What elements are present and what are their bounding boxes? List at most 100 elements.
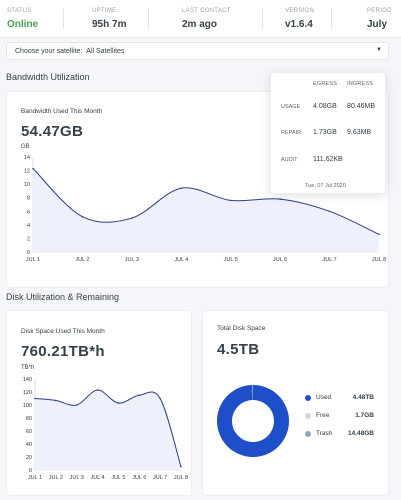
legend-dot-trash	[305, 431, 311, 437]
bandwidth-data-point	[328, 210, 331, 213]
status-stat: STATUS Online	[7, 8, 38, 30]
donut-slice-trash	[252, 385, 253, 401]
bandwidth-data-point	[131, 217, 133, 219]
bandwidth-ytick-label: 6	[27, 209, 30, 215]
bandwidth-data-point	[81, 215, 84, 218]
total-disk-card: Total Disk Space 4.5TB Used 4.48TB Free …	[202, 310, 389, 496]
disk-xtick-label: JUL 6	[132, 475, 146, 481]
uptime-value: 95h 7m	[92, 19, 127, 30]
disk-ytick-label: 0	[29, 468, 32, 474]
satellite-value[interactable]: All Satellites	[86, 48, 125, 55]
disk-data-point	[159, 397, 161, 400]
bandwidth-ytick-label: 2	[27, 236, 30, 242]
divider	[331, 9, 332, 29]
tooltip-header-egress: EGRESS	[313, 81, 338, 87]
uptime-stat: UPTIME 95h 7m	[92, 8, 126, 30]
tooltip-usage-ingress: 80.46MB	[347, 103, 376, 110]
bandwidth-ytick-label: 8	[27, 196, 30, 202]
disk-xtick-label: JUL 3	[70, 475, 84, 481]
period-stat[interactable]: PERIOD July	[367, 8, 392, 30]
legend-value-free: 1.7GB	[355, 412, 374, 419]
bandwidth-xtick-label: JUL 1	[26, 257, 40, 263]
satellite-dropdown[interactable]: Choose your satellite: All Satellites ▼	[6, 42, 389, 60]
tooltip-header-ingress: INGRESS	[347, 81, 374, 87]
tooltip-repair-ingress: 9.63MB	[347, 129, 372, 136]
status-value: Online	[7, 19, 39, 30]
bandwidth-xtick-label: JUL 5	[224, 257, 238, 263]
legend-dot-used	[305, 395, 311, 401]
period-label: PERIOD	[367, 8, 392, 14]
disk-section-title: Disk Utilization & Remaining	[6, 292, 120, 302]
bandwidth-unit: GB	[21, 144, 30, 150]
tooltip-row-label: USAGE	[281, 104, 301, 110]
legend-dot-free	[305, 413, 311, 419]
tooltip-audit-egress: 111.62KB	[313, 156, 343, 163]
donut-slice-used	[216, 385, 289, 457]
bandwidth-tooltip: EGRESS INGRESS USAGE 4.08GB 80.46MB REPA…	[270, 72, 386, 194]
disk-chart: 0 20 40 60 80 100 120 140 JUL 1 JUL 2 JUL 3 JUL 4 JU…	[23, 377, 188, 481]
last-contact-label: LAST CONTACT	[182, 8, 231, 14]
bandwidth-total: 54.47GB	[21, 123, 84, 140]
tooltip-row-label: REPAIR	[281, 130, 302, 136]
disk-xtick-label: JUL 1	[28, 475, 42, 481]
disk-ytick-label: 120	[23, 390, 32, 396]
disk-unit: TB*h	[21, 365, 35, 371]
tooltip-repair-egress: 1.73GB	[313, 129, 337, 136]
divider	[148, 9, 149, 29]
bandwidth-ytick-label: 4	[27, 223, 30, 229]
bandwidth-section-title: Bandwidth Utilization	[6, 72, 90, 82]
bandwidth-data-point	[378, 233, 380, 236]
disk-data-point	[34, 397, 36, 400]
version-stat: VERSION v1.6.4	[285, 8, 314, 30]
bandwidth-ytick-label: 0	[27, 250, 30, 256]
disk-card-title: Disk Space Used This Month	[21, 328, 105, 335]
last-contact-stat: LAST CONTACT 2m ago	[182, 8, 231, 30]
divider	[63, 9, 64, 29]
disk-data-point	[75, 404, 78, 406]
legend-label-used: Used	[316, 394, 332, 401]
legend-label-free: Free	[316, 412, 330, 419]
disk-data-point	[138, 394, 141, 397]
disk-data-point	[180, 465, 182, 468]
bandwidth-xtick-label: JUL 6	[273, 257, 287, 263]
last-contact-value: 2m ago	[182, 19, 218, 30]
version-value: v1.6.4	[285, 19, 313, 30]
divider	[262, 9, 263, 29]
disk-xtick-label: JUL 8	[174, 475, 188, 481]
disk-total: 760.21TB*h	[21, 343, 105, 360]
legend-value-trash: 14.48GB	[347, 430, 374, 437]
chevron-down-icon[interactable]: ▼	[376, 47, 382, 53]
version-label: VERSION	[285, 8, 315, 14]
bandwidth-xtick-label: JUL 7	[322, 257, 336, 263]
bandwidth-xtick-label: JUL 2	[75, 257, 89, 263]
uptime-label: UPTIME	[92, 8, 117, 14]
legend-value-used: 4.48TB	[352, 394, 374, 401]
disk-xtick-label: JUL 4	[90, 475, 104, 481]
tooltip-row-label: AUDIT	[281, 157, 298, 163]
bandwidth-data-point	[180, 187, 183, 190]
bandwidth-card-title: Bandwidth Used This Month	[21, 108, 103, 115]
disk-ytick-label: 20	[26, 455, 32, 461]
disk-data-point	[117, 402, 120, 404]
total-disk-title: Total Disk Space	[217, 325, 266, 332]
bandwidth-ytick-label: 14	[24, 155, 30, 161]
bandwidth-data-point	[229, 199, 232, 202]
period-value[interactable]: July	[367, 19, 388, 30]
status-label: STATUS	[7, 8, 32, 14]
legend-label-trash: Trash	[316, 430, 333, 437]
bandwidth-area-fill	[33, 168, 379, 252]
disk-area-fill	[35, 390, 181, 470]
bandwidth-data-point	[32, 167, 34, 170]
satellite-label: Choose your satellite:	[15, 48, 83, 55]
disk-ytick-label: 100	[23, 403, 32, 409]
bandwidth-xtick-label: JUL 8	[372, 257, 386, 263]
tooltip-date: Tue, 07 Jul 2020	[305, 183, 346, 189]
total-disk-value: 4.5TB	[217, 341, 260, 358]
bandwidth-xtick-label: JUL 3	[125, 257, 139, 263]
bandwidth-chart: 0 2 4 6 8 10 12 14 JUL 1 JUL 2 JUL 3 JUL 4 JUL 5 JUL …	[24, 155, 386, 263]
bandwidth-data-point	[279, 198, 281, 200]
disk-ytick-label: 80	[26, 416, 32, 422]
disk-usage-card: Disk Space Used This Month 760.21TB*h TB…	[6, 310, 192, 496]
disk-ytick-label: 140	[23, 377, 32, 383]
disk-data-point	[55, 399, 57, 402]
